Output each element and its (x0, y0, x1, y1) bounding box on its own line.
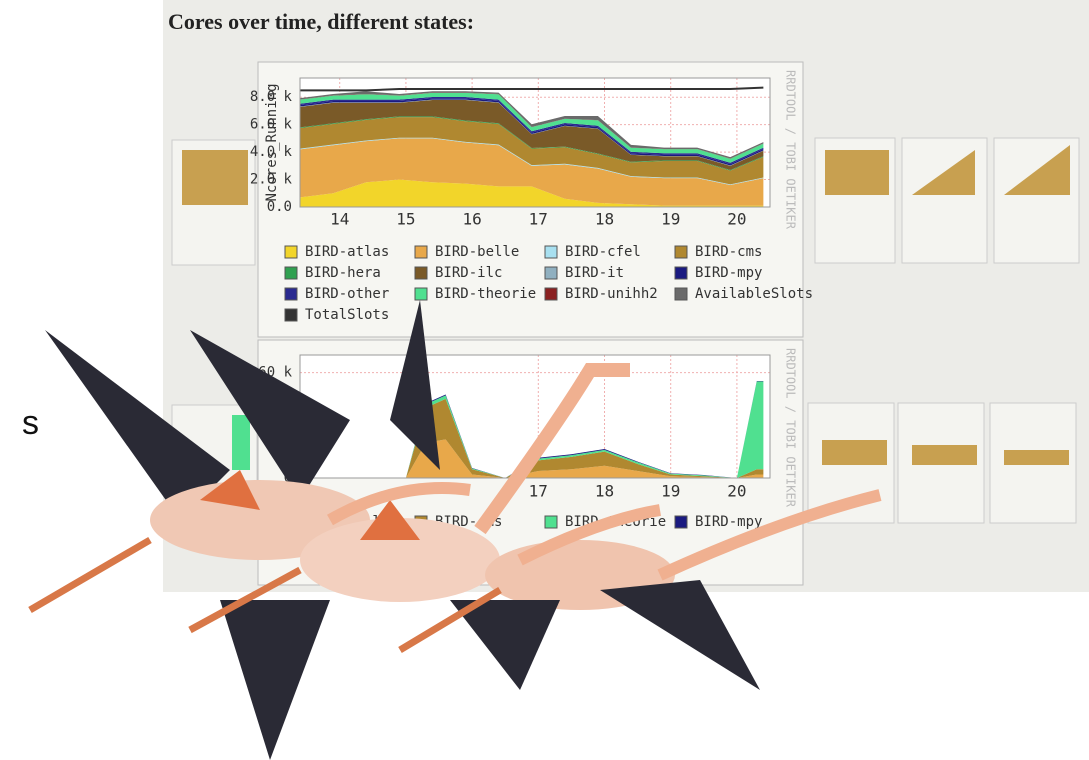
x-tick-label: 19 (661, 482, 680, 501)
x-tick-label: 17 (529, 482, 548, 501)
x-tick-label: 18 (595, 482, 614, 501)
legend-label: BIRD-cms (695, 244, 762, 260)
legend-label: BIRD-mpy (695, 514, 762, 530)
legend-swatch (675, 288, 687, 300)
watermark: RRDTOOL / TOBI OETIKER (784, 70, 798, 230)
legend-swatch (675, 246, 687, 258)
legend-swatch (545, 267, 557, 279)
legend-swatch (285, 267, 297, 279)
x-tick-label: 16 (462, 210, 481, 229)
page: Cores over time, different states: s RRD… (0, 0, 1089, 760)
legend-swatch (675, 267, 687, 279)
legend-swatch (675, 516, 687, 528)
y-tick-label: 2.0 k (250, 172, 293, 188)
legend-label: BIRD-unihh2 (565, 286, 658, 302)
x-tick-label: 14 (330, 210, 349, 229)
legend-swatch (415, 288, 427, 300)
y-tick-label: 8.0 k (250, 89, 293, 105)
legend-label: BIRD-hera (305, 265, 381, 281)
legend-label: BIRD-cfel (565, 244, 641, 260)
legend-swatch (415, 267, 427, 279)
x-tick-label: 20 (727, 482, 746, 501)
watermark: RRDTOOL / TOBI OETIKER (784, 348, 798, 508)
side-text: s (22, 404, 39, 442)
y-tick-label: 4.0 k (250, 144, 293, 160)
legend-swatch (545, 246, 557, 258)
y-tick-label: 6.0 k (250, 117, 293, 133)
legend-swatch (545, 288, 557, 300)
x-tick-label: 20 (727, 210, 746, 229)
x-tick-label: 15 (396, 210, 415, 229)
legend-label: BIRD-belle (435, 244, 519, 260)
legend-swatch (545, 516, 557, 528)
x-tick-label: 17 (529, 210, 548, 229)
legend-label: BIRD-theorie (435, 286, 536, 302)
legend-label: TotalSlots (305, 307, 389, 323)
legend-label: BIRD-atlas (305, 244, 389, 260)
legend-label: BIRD-other (305, 286, 389, 302)
x-tick-label: 18 (595, 210, 614, 229)
x-tick-label: 19 (661, 210, 680, 229)
y-tick-label: 0.0 (267, 199, 292, 215)
legend-swatch (415, 246, 427, 258)
legend-swatch (285, 246, 297, 258)
legend-swatch (285, 309, 297, 321)
legend-swatch (285, 288, 297, 300)
legend-label: BIRD-mpy (695, 265, 762, 281)
legend-label: AvailableSlots (695, 286, 813, 302)
slide-title: Cores over time, different states: (168, 9, 474, 34)
legend-label: BIRD-ilc (435, 265, 502, 281)
legend-label: BIRD-it (565, 265, 624, 281)
